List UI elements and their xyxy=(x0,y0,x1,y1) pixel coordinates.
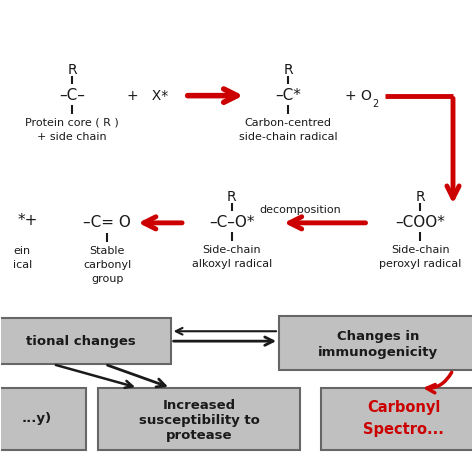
Text: R: R xyxy=(415,190,425,204)
Text: ical: ical xyxy=(13,260,32,270)
Text: Stable: Stable xyxy=(90,246,125,256)
FancyBboxPatch shape xyxy=(0,388,86,450)
Text: R: R xyxy=(67,63,77,77)
Text: side-chain radical: side-chain radical xyxy=(239,132,337,142)
Text: + O: + O xyxy=(346,89,373,103)
Text: Changes in: Changes in xyxy=(337,330,419,343)
Text: Side-chain: Side-chain xyxy=(202,245,261,255)
Text: R: R xyxy=(283,63,293,77)
FancyBboxPatch shape xyxy=(321,388,474,450)
Text: Spectro...: Spectro... xyxy=(363,422,444,437)
Text: immunogenicity: immunogenicity xyxy=(318,346,438,359)
Text: decomposition: decomposition xyxy=(259,205,341,215)
Text: –C*: –C* xyxy=(275,88,301,103)
Text: alkoxyl radical: alkoxyl radical xyxy=(192,259,272,269)
FancyBboxPatch shape xyxy=(0,318,171,364)
Text: tional changes: tional changes xyxy=(27,335,136,347)
Text: +   X*: + X* xyxy=(127,89,168,103)
FancyBboxPatch shape xyxy=(279,316,474,370)
Text: protease: protease xyxy=(166,429,232,442)
Text: R: R xyxy=(227,190,237,204)
FancyBboxPatch shape xyxy=(98,388,300,450)
Text: Carbon-centred: Carbon-centred xyxy=(245,118,332,128)
Text: group: group xyxy=(91,274,123,284)
Text: Increased: Increased xyxy=(163,399,236,412)
Text: carbonyl: carbonyl xyxy=(83,260,131,270)
Text: ein: ein xyxy=(13,246,30,256)
Text: –C–O*: –C–O* xyxy=(209,215,255,230)
Text: peroxyl radical: peroxyl radical xyxy=(379,259,461,269)
Text: + side chain: + side chain xyxy=(37,132,107,142)
Text: –C–: –C– xyxy=(59,88,85,103)
Text: *+: *+ xyxy=(17,213,37,228)
Text: Carbonyl: Carbonyl xyxy=(367,400,440,415)
Text: –COO*: –COO* xyxy=(395,215,445,230)
Text: Side-chain: Side-chain xyxy=(391,245,449,255)
Text: –C= O: –C= O xyxy=(83,215,131,230)
Text: 2: 2 xyxy=(373,99,379,109)
Text: Protein core ( R ): Protein core ( R ) xyxy=(25,118,119,128)
Text: susceptibility to: susceptibility to xyxy=(138,414,259,427)
Text: ...y): ...y) xyxy=(22,412,52,425)
